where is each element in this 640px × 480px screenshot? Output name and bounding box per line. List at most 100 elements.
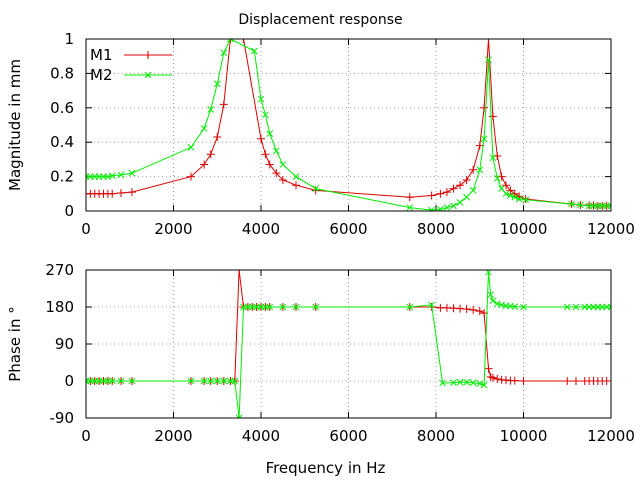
data-point-m1 [127,188,136,197]
legend-label-m2: M2 [90,66,113,84]
data-point-m1 [502,181,510,190]
x-tick-label: 10000 [500,427,548,445]
data-point-m2 [128,169,136,177]
x-tick-label: 6000 [329,427,367,445]
y-tick-label: 0.4 [50,133,74,151]
data-point-m1 [572,377,580,385]
data-point-m2 [406,204,414,211]
data-point-m1 [488,373,497,382]
data-point-m2 [428,206,435,211]
x-tick-label: 10000 [500,220,548,238]
x-tick-label: 0 [81,220,91,238]
x-axis-label: Frequency in Hz [266,459,386,477]
data-point-m1 [475,141,484,150]
axis-ticks [85,38,612,212]
data-point-m1 [510,376,519,385]
data-point-m1 [488,112,497,121]
data-point-m1 [117,188,125,197]
series-line-m1 [86,39,611,207]
legend-label-m1: M1 [90,46,113,64]
data-point-m2 [220,377,228,385]
y-tick-label: 0 [64,372,74,390]
data-point-m2 [257,95,265,103]
data-point-m1 [493,374,502,383]
axis-ticks [85,269,612,419]
data-point-m1 [278,176,287,185]
y-tick-label: 0.2 [50,168,74,186]
x-tick-label: 8000 [417,220,455,238]
data-point-m1 [456,181,465,190]
data-point-m2 [117,171,125,179]
data-point-m2 [128,377,136,385]
data-point-m2 [292,173,300,180]
data-point-m2 [428,301,435,309]
data-point-m2 [262,111,269,119]
data-point-m1 [462,176,471,185]
legend-marker-m2 [144,71,152,79]
data-point-m2 [480,135,488,143]
y-axis-label: Magnitude in mm [6,59,24,191]
data-point-m1 [442,188,451,197]
data-point-m2 [108,172,116,180]
data-point-m1 [427,191,436,200]
data-point-m1 [436,189,445,198]
data-point-m2 [463,378,470,386]
data-point-m2 [469,187,477,194]
data-point-m2 [480,381,488,389]
data-point-m1 [226,39,235,43]
y-axis-label: Phase in ° [6,306,24,382]
data-point-m2 [200,125,208,132]
y-tick-label: 0.6 [50,99,74,117]
data-point-m2 [507,192,514,199]
x-tick-label: 6000 [329,220,367,238]
series-line-m2 [86,272,611,418]
data-point-m1 [213,133,222,142]
data-point-m1 [261,150,270,159]
data-point-m2 [187,144,195,151]
data-point-m2 [117,377,125,385]
data-point-m2 [520,303,527,311]
data-point-m2 [292,303,300,311]
y-tick-label: 180 [45,298,74,316]
data-point-m2 [476,380,484,387]
data-point-m2 [572,303,580,311]
x-tick-label: 12000 [587,220,635,238]
data-point-m2 [266,303,274,311]
data-point-m1 [469,165,478,174]
data-point-m2 [406,303,414,311]
data-point-m1 [292,181,300,190]
data-point-m1 [475,307,484,316]
data-point-m2 [456,199,464,206]
x-tick-label: 4000 [242,220,280,238]
data-point-m2 [437,205,444,211]
data-point-m2 [312,185,320,192]
data-point-m2 [272,147,280,155]
data-point-m2 [563,303,571,311]
chart-title: Displacement response [238,12,402,28]
data-point-m1 [108,189,117,198]
grid-lines [86,39,611,211]
data-point-m1 [563,377,572,385]
data-point-m2 [220,49,228,57]
x-tick-label: 2000 [154,220,192,238]
data-point-m2 [207,377,215,385]
data-point-m2 [456,378,464,386]
data-point-m1 [506,186,515,195]
x-tick-label: 0 [81,427,91,445]
data-point-m2 [493,300,501,308]
data-point-m2 [515,195,523,203]
data-point-m2 [187,377,195,385]
data-point-m2 [487,291,495,299]
data-point-m2 [279,161,287,168]
data-point-m2 [108,377,116,385]
data-point-m2 [502,190,510,198]
data-point-m2 [213,80,221,88]
series-m1 [86,270,611,385]
x-tick-label: 2000 [154,427,192,445]
data-point-m2 [511,193,519,201]
series-line-m2 [86,39,611,211]
data-point-m1 [265,160,274,169]
y-tick-label: 90 [55,335,74,353]
